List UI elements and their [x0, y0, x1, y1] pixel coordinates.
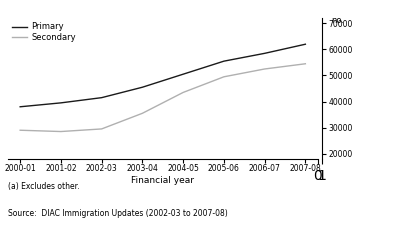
Legend: Primary, Secondary: Primary, Secondary	[12, 22, 76, 42]
Secondary	[18, 129, 23, 132]
Primary	[58, 101, 63, 104]
Line: Secondary: Secondary	[20, 64, 305, 131]
Secondary	[58, 130, 63, 133]
Text: Source:  DIAC Immigration Updates (2002-03 to 2007-08): Source: DIAC Immigration Updates (2002-0…	[8, 209, 228, 218]
Primary	[262, 52, 267, 55]
Secondary	[140, 112, 145, 115]
Primary	[18, 105, 23, 108]
Secondary	[99, 128, 104, 130]
Primary	[222, 60, 226, 62]
Secondary	[181, 91, 185, 94]
Primary	[181, 73, 185, 76]
Primary	[99, 96, 104, 99]
Line: Primary: Primary	[20, 44, 305, 107]
Primary	[140, 86, 145, 89]
Secondary	[303, 62, 308, 65]
Secondary	[262, 68, 267, 70]
Text: (a) Excludes other.: (a) Excludes other.	[8, 182, 79, 191]
Primary	[303, 43, 308, 46]
Secondary	[222, 75, 226, 78]
Text: no.: no.	[331, 16, 345, 25]
X-axis label: Financial year: Financial year	[131, 176, 194, 185]
